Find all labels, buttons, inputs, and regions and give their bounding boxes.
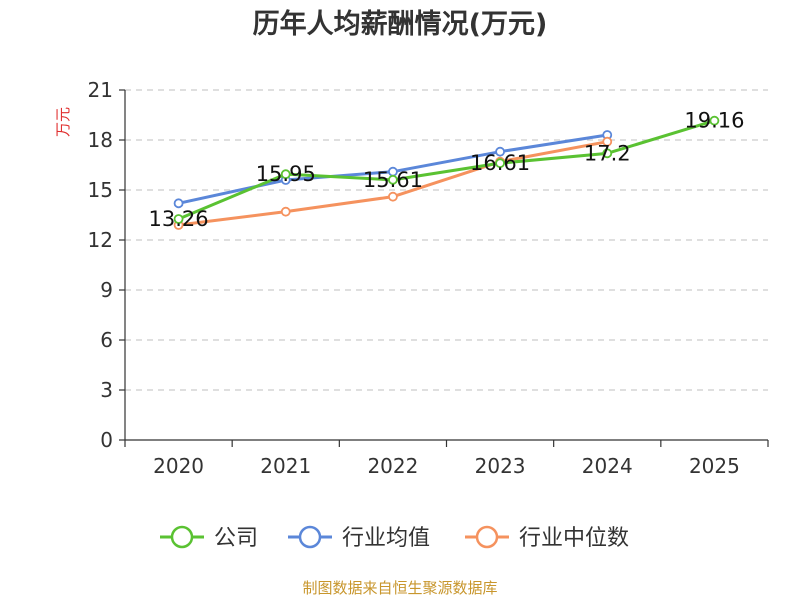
legend[interactable]: 公司 行业均值 行业中位数 <box>160 525 629 551</box>
y-tick-label: 6 <box>100 328 113 352</box>
series-lines <box>173 115 720 230</box>
legend-label: 行业中位数 <box>519 526 629 551</box>
data-point-s0-2021[interactable] <box>280 169 291 180</box>
data-label-2024: 17.2 <box>584 141 631 165</box>
data-label-2023: 16.61 <box>470 151 530 175</box>
data-point-s0-2023[interactable] <box>495 158 505 169</box>
data-point-s2-2022[interactable] <box>388 191 398 202</box>
data-label-2020: 13.26 <box>149 207 209 231</box>
data-point-s0-2025[interactable] <box>709 115 720 126</box>
legend-label: 公司 <box>214 526 258 551</box>
data-label-2022: 15.61 <box>363 168 423 192</box>
x-tick-label-2024: 2024 <box>582 454 633 478</box>
legend-marker <box>298 525 322 549</box>
y-tick-label: 3 <box>100 378 113 402</box>
data-labels: 13.26 15.95 15.61 16.61 17.2 19.16 <box>149 109 745 231</box>
y-tick-label: 15 <box>88 178 113 202</box>
series-line-0 <box>178 119 715 221</box>
axes: 0 3 6 9 12 15 18 21 2020 2021 2022 2023 2024 2025 <box>88 78 769 478</box>
data-point-s0-2022[interactable] <box>388 174 398 185</box>
y-axis-unit-label: 万元 <box>54 107 72 137</box>
legend-label: 行业均值 <box>342 526 430 551</box>
data-label-2021: 15.95 <box>256 162 316 186</box>
data-point-s0-2020[interactable] <box>173 214 184 224</box>
x-tick-label-2025: 2025 <box>689 454 740 478</box>
data-point-s0-2024[interactable] <box>602 148 613 159</box>
y-tick-label: 12 <box>88 228 113 252</box>
source-note: 制图数据来自恒生聚源数据库 <box>302 579 497 597</box>
legend-item-2[interactable]: 行业中位数 <box>465 525 629 551</box>
x-tick-label-2022: 2022 <box>367 454 418 478</box>
y-tick-label: 21 <box>88 78 113 102</box>
gridlines <box>125 89 768 391</box>
data-point-s2-2024[interactable] <box>602 136 613 147</box>
y-tick-label: 0 <box>100 428 113 452</box>
legend-marker <box>170 525 194 549</box>
data-point-s1-2020[interactable] <box>173 198 184 209</box>
y-tick-label: 18 <box>88 128 113 152</box>
legend-marker <box>475 525 499 549</box>
legend-item-1[interactable]: 行业均值 <box>288 525 430 551</box>
chart-title: 历年人均薪酬情况(万元) <box>253 8 548 40</box>
y-tick-label: 9 <box>100 278 113 302</box>
legend-item-0[interactable]: 公司 <box>160 525 258 551</box>
x-tick-label-2020: 2020 <box>153 454 204 478</box>
x-tick-label-2023: 2023 <box>475 454 526 478</box>
x-tick-label-2021: 2021 <box>260 454 311 478</box>
data-point-s2-2021[interactable] <box>280 206 291 217</box>
data-label-2025: 19.16 <box>684 109 744 133</box>
data-point-s1-2023[interactable] <box>495 146 505 157</box>
